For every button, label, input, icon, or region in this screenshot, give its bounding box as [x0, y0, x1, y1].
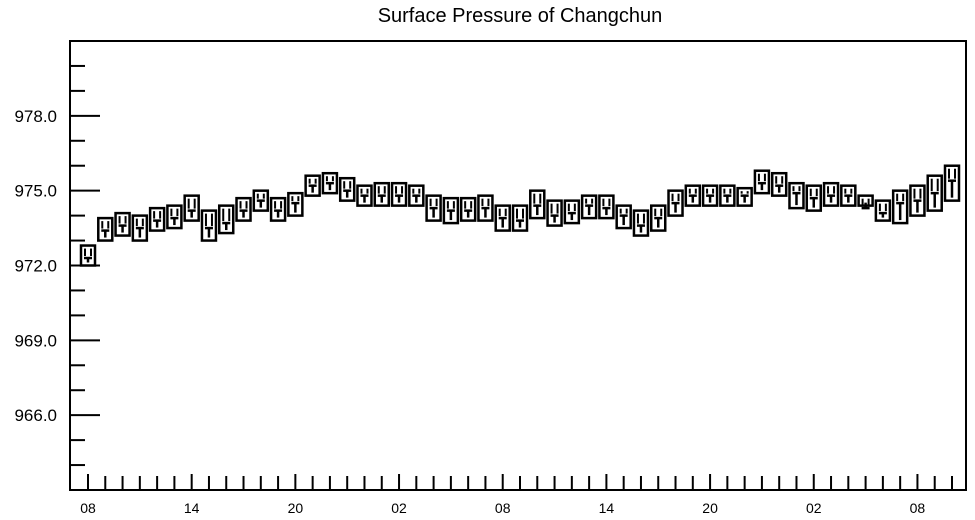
- box-mark: [580, 194, 598, 220]
- box-mark: [598, 194, 615, 220]
- box-mark: [615, 204, 632, 230]
- box-mark: [736, 186, 753, 207]
- box-mark: [200, 209, 218, 242]
- x-tick-label: 20: [288, 500, 304, 516]
- box-mark: [632, 209, 650, 237]
- box-mark: [874, 199, 892, 222]
- box-mark: [114, 211, 131, 237]
- box-mark: [667, 189, 684, 217]
- box-mark: [494, 204, 511, 232]
- x-tick-label: 08: [910, 500, 926, 516]
- box-mark: [909, 184, 926, 217]
- x-tick-label: 14: [599, 500, 615, 516]
- box-mark: [338, 176, 356, 202]
- y-tick-label: 978.0: [14, 107, 57, 126]
- box-mark: [287, 191, 304, 217]
- box-mark: [822, 181, 840, 207]
- box-body: [79, 244, 97, 267]
- box-body: [874, 199, 892, 222]
- box-mark: [183, 194, 200, 222]
- box-mark: [166, 204, 183, 230]
- box-series: [79, 164, 961, 267]
- box-mark: [252, 189, 270, 212]
- box-mark: [408, 184, 425, 207]
- box-mark: [805, 184, 823, 212]
- x-tick-label: 08: [495, 500, 511, 516]
- box-mark: [235, 196, 252, 222]
- plot-area-frame: [69, 40, 967, 491]
- x-tick-label: 02: [391, 500, 407, 516]
- x-tick-label: 20: [702, 500, 718, 516]
- y-tick-label: 969.0: [14, 331, 57, 350]
- box-mark: [79, 244, 97, 267]
- y-tick-label: 975.0: [14, 182, 57, 201]
- x-tick-label: 02: [806, 500, 822, 516]
- box-mark: [753, 169, 771, 195]
- box-mark: [788, 181, 805, 210]
- x-axis: 08 14 20 02 08 14 20 02 08: [80, 474, 953, 516]
- box-mark: [373, 181, 391, 207]
- chart-title: Surface Pressure of Changchun: [378, 5, 663, 27]
- box-mark: [425, 194, 442, 222]
- box-mark: [97, 216, 114, 242]
- y-axis: 966.0 969.0 972.0 975.0 978.0: [14, 40, 100, 491]
- box-mark: [356, 184, 373, 207]
- box-mark: [477, 194, 494, 222]
- x-tick-label: 08: [80, 500, 96, 516]
- box-mark: [891, 189, 909, 225]
- y-tick-label: 966.0: [14, 406, 57, 425]
- box-mark: [546, 199, 563, 227]
- box-mark: [563, 199, 581, 225]
- box-mark: [442, 196, 460, 225]
- box-mark: [217, 204, 235, 235]
- x-tick-label: 14: [184, 500, 200, 516]
- box-mark: [148, 206, 166, 232]
- box-mark: [649, 204, 667, 232]
- box-mark: [304, 174, 321, 197]
- box-mark: [511, 204, 529, 232]
- y-tick-label: 972.0: [14, 257, 57, 276]
- box-mark: [269, 196, 287, 222]
- box-mark: [719, 184, 736, 207]
- box-mark: [701, 184, 719, 207]
- box-mark: [840, 184, 857, 207]
- box-mark: [770, 171, 788, 197]
- box-mark: [857, 194, 874, 210]
- box-mark: [529, 189, 546, 220]
- box-mark: [390, 181, 408, 207]
- box-mark: [131, 214, 149, 242]
- box-mark: [684, 184, 702, 207]
- box-mark: [459, 196, 477, 222]
- box-mark: [926, 174, 943, 212]
- box-mark: [943, 164, 961, 202]
- box-mark: [321, 171, 339, 195]
